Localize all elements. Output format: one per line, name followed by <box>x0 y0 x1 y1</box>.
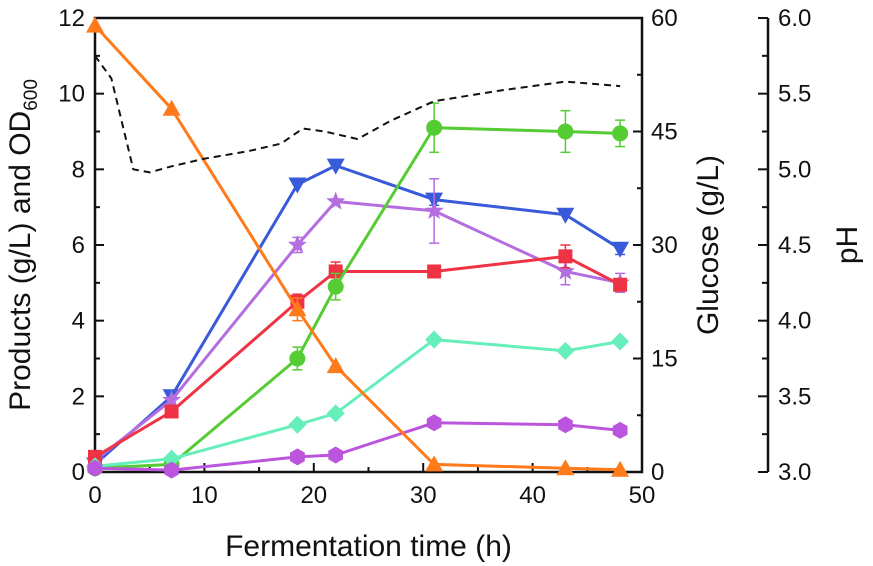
data-point <box>612 421 628 439</box>
data-point <box>328 446 343 464</box>
data-point <box>326 191 346 210</box>
series <box>87 414 628 479</box>
data-point <box>162 390 182 409</box>
series <box>86 158 630 474</box>
data-point <box>613 277 628 292</box>
ph-axis-title: pH <box>831 226 864 264</box>
series <box>94 55 621 174</box>
data-point <box>426 119 443 136</box>
x-tick-label: 50 <box>629 482 656 509</box>
data-point <box>555 261 575 280</box>
axes: 0 10 20 30 40 500246810120153045603.03.54.04.… <box>58 5 811 509</box>
data-point <box>326 404 345 423</box>
data-point <box>326 158 345 175</box>
ph-y-tick-label: 4.0 <box>778 308 811 335</box>
data-point <box>556 459 575 476</box>
left-y-axis-title: Products (g/L) and OD600 <box>4 79 42 411</box>
data-point <box>611 241 630 258</box>
data-point <box>556 341 575 360</box>
data-point <box>326 357 345 374</box>
x-tick-label: 40 <box>519 482 546 509</box>
glucose-y-tick-label: 60 <box>651 5 678 32</box>
plot-area <box>93 16 644 474</box>
ph-y-tick-label: 6.0 <box>778 5 811 32</box>
data-point <box>88 449 102 464</box>
x-tick-label: 0 <box>88 482 101 509</box>
data-point <box>162 99 181 116</box>
data-point <box>164 461 179 479</box>
x-tick-label: 30 <box>410 482 437 509</box>
glucose-y-tick-label: 15 <box>651 346 678 373</box>
series <box>87 102 629 477</box>
ph-y-tick-label: 5.0 <box>778 156 811 183</box>
data-point <box>558 416 573 434</box>
left-y-axis-title-main: Products (g/L) and OD <box>4 111 37 411</box>
data-point <box>288 177 307 194</box>
axis-labels: Fermentation time (h) Products (g/L) and… <box>4 79 864 563</box>
glucose-y-tick-label: 30 <box>651 232 678 259</box>
ph-y-tick-label: 3.5 <box>778 383 811 410</box>
data-point <box>164 404 179 419</box>
data-point <box>290 448 305 466</box>
data-point <box>425 330 444 349</box>
series <box>86 330 630 476</box>
plot-frame <box>93 16 644 474</box>
glucose-axis-title: Glucose (g/L) <box>692 155 725 335</box>
left-y-tick-label: 4 <box>72 308 85 335</box>
data-point <box>612 125 629 142</box>
ph-line <box>94 55 621 174</box>
left-y-tick-label: 8 <box>72 156 85 183</box>
data-point <box>87 459 103 477</box>
data-point <box>162 449 181 468</box>
x-tick-label: 20 <box>300 482 327 509</box>
data-point <box>557 123 574 140</box>
data-point <box>425 455 444 472</box>
data-point <box>611 460 630 477</box>
data-point <box>558 249 573 264</box>
left-y-tick-label: 2 <box>72 383 85 410</box>
left-y-tick-label: 12 <box>58 5 85 32</box>
ph-y-tick-label: 3.0 <box>778 459 811 486</box>
series-group <box>85 16 630 479</box>
data-point <box>288 415 307 434</box>
ph-y-tick-label: 4.5 <box>778 232 811 259</box>
data-point <box>287 235 307 254</box>
data-point <box>426 414 442 432</box>
data-point <box>424 200 444 219</box>
series-line <box>94 254 621 459</box>
data-point <box>86 16 104 33</box>
data-point <box>556 207 575 224</box>
glucose-y-tick-label: 0 <box>651 459 664 486</box>
left-y-tick-label: 6 <box>72 232 85 259</box>
left-y-tick-label: 10 <box>58 81 85 108</box>
x-tick-label: 10 <box>191 482 218 509</box>
data-point <box>328 264 343 279</box>
data-point <box>289 350 306 367</box>
ph-y-tick-label: 5.5 <box>778 81 811 108</box>
series-line <box>94 163 621 466</box>
glucose-y-tick-label: 45 <box>651 119 678 146</box>
series <box>88 244 628 464</box>
series-line <box>94 199 621 462</box>
left-y-axis-title-subscript: 600 <box>21 79 42 111</box>
data-point <box>427 264 442 279</box>
data-point <box>611 332 630 351</box>
data-point <box>288 300 307 317</box>
series <box>86 16 630 477</box>
left-y-tick-label: 0 <box>72 459 85 486</box>
data-point <box>327 278 344 295</box>
x-axis-title: Fermentation time (h) <box>225 530 512 563</box>
